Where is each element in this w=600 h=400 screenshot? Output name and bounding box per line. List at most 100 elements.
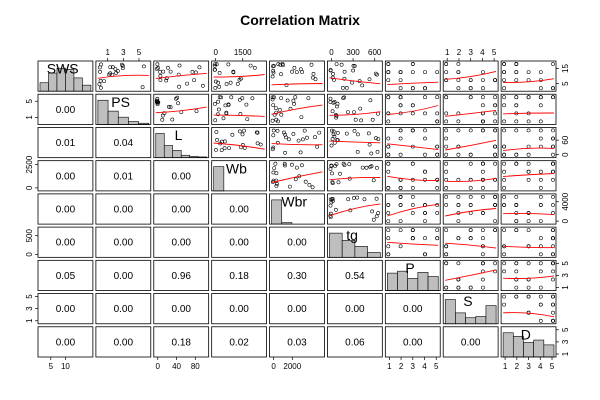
scatter-point bbox=[344, 131, 349, 136]
panel-frame bbox=[327, 160, 383, 192]
panel-frame bbox=[384, 293, 441, 325]
panel-P-Wb: 0.18 bbox=[211, 259, 267, 291]
scatter-point bbox=[538, 103, 543, 108]
scatter-point bbox=[551, 95, 555, 100]
scatter-point bbox=[270, 74, 275, 79]
smoother-line bbox=[387, 143, 439, 151]
histogram-bar bbox=[387, 272, 398, 291]
scatter-point bbox=[352, 110, 356, 115]
scatter-point bbox=[410, 185, 415, 190]
scatter-point bbox=[526, 152, 531, 157]
scatter-point bbox=[386, 119, 391, 124]
scatter-point bbox=[398, 103, 403, 108]
scatter-point bbox=[526, 261, 531, 266]
scatter-point bbox=[444, 261, 449, 266]
scatter-point bbox=[271, 103, 276, 108]
scatter-point bbox=[386, 236, 391, 241]
panel-Wb-L: 0.00 bbox=[153, 160, 210, 192]
panel-frame bbox=[269, 293, 325, 325]
scatter-point bbox=[551, 261, 555, 266]
scatter-point bbox=[435, 95, 440, 100]
panel-SWS-SWS: SWS bbox=[37, 60, 94, 92]
scatter-point bbox=[526, 228, 531, 233]
scatter-point bbox=[291, 132, 296, 136]
scatter-point bbox=[444, 62, 449, 66]
scatter-point bbox=[456, 86, 461, 91]
panel-Wb-SWS: 0.00 bbox=[37, 160, 94, 192]
scatter-point bbox=[161, 69, 166, 74]
scatter-point bbox=[330, 171, 334, 176]
smoother-line bbox=[329, 77, 381, 85]
scatter-point bbox=[410, 62, 415, 66]
scatter-point bbox=[285, 98, 290, 103]
panel-P-Wbr: 0.30 bbox=[269, 259, 325, 291]
scatter-point bbox=[273, 106, 278, 111]
scatter-point bbox=[514, 261, 519, 266]
scatter-point bbox=[538, 86, 543, 91]
scatter-point bbox=[502, 161, 507, 166]
scatter-point bbox=[279, 112, 284, 117]
panel-PS-tg bbox=[327, 93, 383, 125]
scatter-point bbox=[373, 71, 378, 76]
panel-PS-D bbox=[500, 93, 557, 125]
scatter-point bbox=[306, 96, 311, 101]
tick-label-top: 5 bbox=[137, 48, 142, 57]
scatter-point bbox=[502, 70, 507, 75]
scatter-point bbox=[526, 95, 531, 100]
panel-frame bbox=[269, 226, 325, 258]
tick-label-bottom: 2 bbox=[515, 362, 520, 371]
histogram-bar bbox=[172, 150, 182, 158]
scatter-point bbox=[107, 72, 112, 77]
scatter-point bbox=[348, 208, 353, 213]
scatter-point bbox=[468, 203, 473, 207]
panel-L-SWS: 0.01 bbox=[37, 127, 94, 159]
scatter-point bbox=[468, 128, 473, 133]
scatter-point bbox=[493, 261, 498, 266]
scatter-point bbox=[480, 161, 485, 166]
panel-frame bbox=[384, 226, 441, 258]
scatter-point bbox=[351, 68, 356, 73]
p-value: 0.54 bbox=[345, 271, 365, 282]
scatter-point bbox=[514, 294, 519, 299]
p-value: 0.00 bbox=[403, 304, 423, 315]
scatter-point bbox=[538, 70, 543, 75]
scatter-point bbox=[502, 144, 507, 149]
scatter-point bbox=[160, 117, 165, 122]
panel-Wb-D bbox=[500, 160, 557, 192]
scatter-point bbox=[468, 95, 473, 100]
scatter-point bbox=[514, 269, 519, 274]
scatter-point bbox=[293, 177, 298, 182]
scatter-point bbox=[502, 194, 507, 199]
tick-label-bottom: 4 bbox=[422, 362, 427, 371]
scatter-point bbox=[386, 144, 391, 149]
panel-Wb-PS: 0.01 bbox=[95, 160, 152, 192]
scatter-point bbox=[398, 128, 403, 133]
scatter-point bbox=[468, 228, 473, 233]
scatter-point bbox=[538, 119, 543, 124]
tick-label-right: 5 bbox=[561, 261, 570, 266]
scatter-point bbox=[456, 144, 461, 149]
smoother-line bbox=[445, 269, 497, 281]
smoother-line bbox=[213, 142, 265, 150]
scatter-point bbox=[352, 64, 357, 68]
panel-tg-P bbox=[384, 226, 441, 258]
scatter-point bbox=[423, 128, 427, 133]
scatter-point bbox=[526, 219, 531, 224]
scatter-point bbox=[347, 162, 352, 167]
p-value: 0.00 bbox=[171, 304, 191, 315]
scatter-point bbox=[303, 179, 308, 184]
smoother-line bbox=[329, 111, 381, 116]
p-value: 0.00 bbox=[56, 304, 76, 315]
tick-label-top: 0 bbox=[213, 48, 218, 57]
scatter-point bbox=[444, 185, 449, 190]
scatter-point bbox=[480, 236, 485, 241]
scatter-point bbox=[514, 62, 519, 66]
histogram-bar bbox=[329, 232, 343, 258]
smoother-line bbox=[387, 175, 439, 181]
panel-P-SWS: 0.05 bbox=[37, 259, 94, 291]
scatter-point bbox=[278, 62, 283, 67]
panel-frame bbox=[153, 93, 210, 125]
variable-label-Wb: Wb bbox=[226, 160, 247, 176]
panel-frame bbox=[153, 160, 210, 192]
scatter-point bbox=[248, 63, 253, 68]
